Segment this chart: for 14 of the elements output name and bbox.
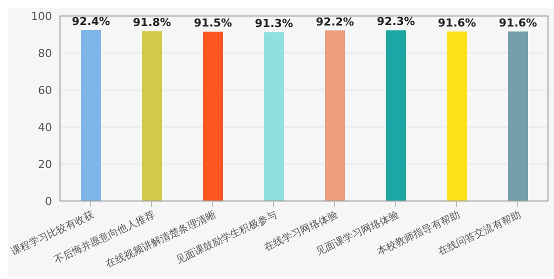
y-tick-label: 60: [38, 84, 52, 97]
y-tick-label: 40: [38, 120, 52, 134]
data-label: 92.2%: [316, 15, 354, 28]
data-label: 91.6%: [498, 16, 538, 30]
y-tick-label: 100: [31, 10, 52, 23]
data-label: 91.3%: [254, 17, 294, 30]
data-label: 91.5%: [194, 16, 232, 30]
y-tick-label: 20: [38, 158, 52, 171]
y-tick-label: 80: [38, 46, 52, 60]
data-label: 92.4%: [72, 15, 110, 28]
data-label: 91.8%: [132, 16, 172, 30]
y-tick-label: 0: [45, 194, 52, 208]
data-label: 92.3%: [376, 15, 416, 28]
data-label: 91.6%: [438, 16, 476, 30]
